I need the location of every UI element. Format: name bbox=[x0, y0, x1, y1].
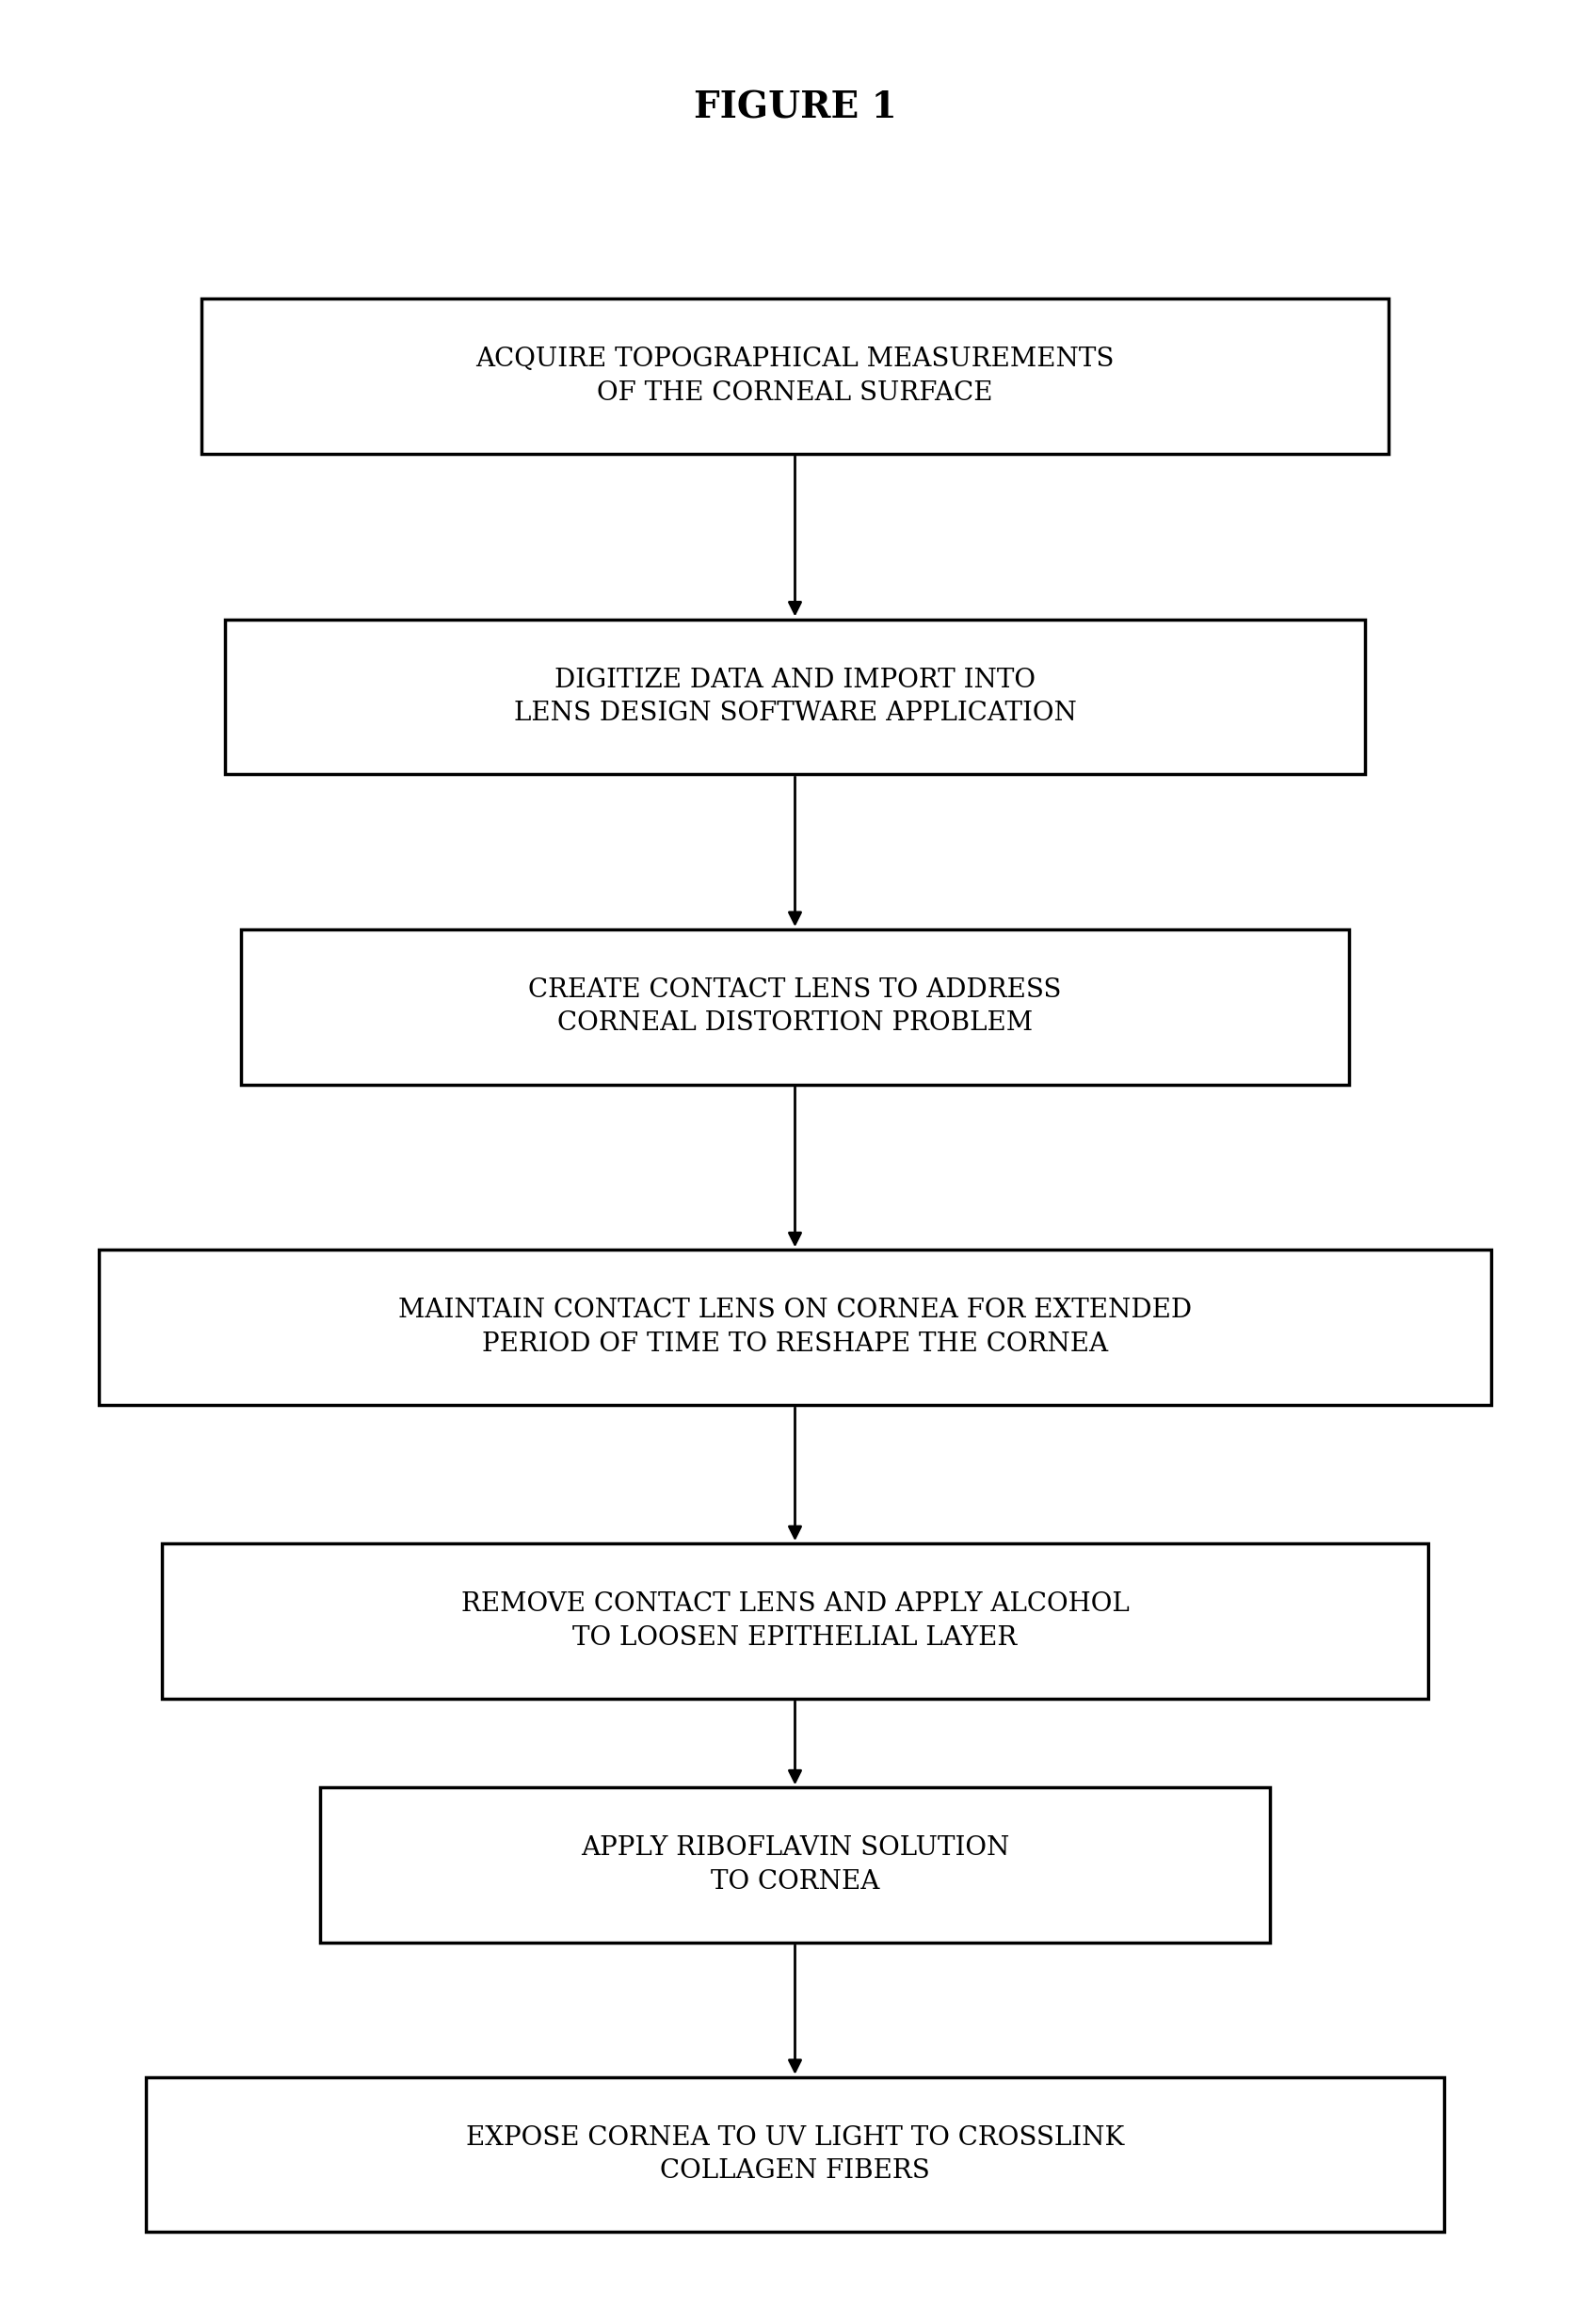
FancyBboxPatch shape bbox=[146, 2078, 1444, 2231]
Text: DIGITIZE DATA AND IMPORT INTO
LENS DESIGN SOFTWARE APPLICATION: DIGITIZE DATA AND IMPORT INTO LENS DESIG… bbox=[514, 667, 1076, 725]
FancyBboxPatch shape bbox=[226, 618, 1364, 774]
FancyBboxPatch shape bbox=[242, 930, 1348, 1085]
FancyBboxPatch shape bbox=[99, 1250, 1491, 1406]
FancyBboxPatch shape bbox=[162, 1543, 1428, 1699]
FancyBboxPatch shape bbox=[202, 297, 1388, 453]
FancyBboxPatch shape bbox=[320, 1787, 1270, 1943]
Text: REMOVE CONTACT LENS AND APPLY ALCOHOL
TO LOOSEN EPITHELIAL LAYER: REMOVE CONTACT LENS AND APPLY ALCOHOL TO… bbox=[461, 1592, 1129, 1650]
Text: FIGURE 1: FIGURE 1 bbox=[693, 91, 897, 125]
Text: CREATE CONTACT LENS TO ADDRESS
CORNEAL DISTORTION PROBLEM: CREATE CONTACT LENS TO ADDRESS CORNEAL D… bbox=[528, 978, 1062, 1037]
Text: EXPOSE CORNEA TO UV LIGHT TO CROSSLINK
COLLAGEN FIBERS: EXPOSE CORNEA TO UV LIGHT TO CROSSLINK C… bbox=[466, 2124, 1124, 2185]
Text: APPLY RIBOFLAVIN SOLUTION
TO CORNEA: APPLY RIBOFLAVIN SOLUTION TO CORNEA bbox=[580, 1836, 1010, 1894]
Text: ACQUIRE TOPOGRAPHICAL MEASUREMENTS
OF THE CORNEAL SURFACE: ACQUIRE TOPOGRAPHICAL MEASUREMENTS OF TH… bbox=[475, 346, 1115, 407]
Text: MAINTAIN CONTACT LENS ON CORNEA FOR EXTENDED
PERIOD OF TIME TO RESHAPE THE CORNE: MAINTAIN CONTACT LENS ON CORNEA FOR EXTE… bbox=[398, 1299, 1192, 1357]
